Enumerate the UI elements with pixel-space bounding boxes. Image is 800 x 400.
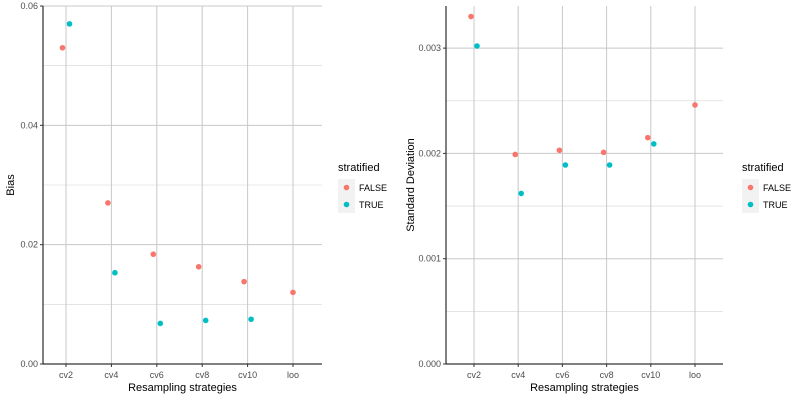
legend-label-true: TRUE — [359, 200, 384, 210]
point-true-cv10 — [248, 316, 254, 323]
x-tick-label: loo — [689, 370, 701, 380]
point-true-cv6 — [157, 320, 164, 327]
point-false-cv6 — [556, 147, 563, 154]
point-true-cv8 — [202, 317, 209, 324]
x-tick-label: cv8 — [600, 370, 614, 380]
legend-label-false: FALSE — [763, 183, 791, 193]
legend-key-true — [747, 201, 754, 208]
point-false-cv2 — [468, 13, 474, 20]
point-false-cv10 — [241, 278, 247, 285]
x-tick-label: cv4 — [511, 370, 525, 380]
x-tick-label: cv4 — [104, 370, 118, 380]
point-true-cv4 — [112, 269, 118, 276]
y-axis-title: Standard Deviation — [405, 138, 417, 232]
point-true-cv2 — [474, 43, 480, 49]
point-false-loo — [692, 102, 698, 108]
point-true-cv2 — [66, 21, 73, 27]
point-false-loo — [290, 289, 296, 296]
y-axis-title: Bias — [5, 174, 17, 196]
x-tick-label: cv10 — [641, 370, 660, 380]
point-false-cv8 — [195, 263, 202, 270]
point-false-cv2 — [59, 44, 66, 51]
y-tick-label: 0.001 — [418, 254, 441, 264]
y-tick-label: 0.002 — [418, 148, 441, 158]
panel-2: 0.000 0.001 0.002 0.003 cv2 cv4 cv6 cv8 cv10 loo R… — [405, 6, 791, 394]
x-tick-label: cv6 — [150, 370, 164, 380]
x-tick-label: cv2 — [59, 370, 73, 380]
x-tick-label: cv10 — [238, 370, 257, 380]
legend-key-false — [343, 184, 350, 191]
point-true-cv4 — [518, 190, 524, 197]
y-tick-label: 0.00 — [20, 359, 38, 369]
point-false-cv4 — [105, 200, 111, 206]
x-tick-label: cv6 — [555, 370, 569, 380]
y-tick-label: 0.04 — [20, 120, 38, 130]
point-false-cv8 — [600, 149, 607, 156]
point-false-cv10 — [645, 134, 651, 141]
point-true-cv6 — [562, 162, 569, 168]
legend-title: stratified — [742, 162, 784, 174]
legend-label-true: TRUE — [763, 200, 788, 210]
y-tick-label: 0.003 — [418, 43, 441, 53]
point-true-cv10 — [651, 141, 657, 147]
x-tick-label: loo — [287, 370, 299, 380]
point-false-cv4 — [512, 151, 518, 158]
y-tick-label: 0.02 — [20, 240, 38, 250]
y-tick-label: 0.06 — [20, 1, 38, 11]
point-true-cv8 — [606, 162, 613, 168]
x-tick-label: cv2 — [467, 370, 481, 380]
legend-key-true — [343, 201, 350, 208]
legend-key-false — [747, 184, 754, 191]
x-axis-title: Resampling strategies — [530, 382, 639, 394]
legend-title: stratified — [338, 162, 380, 174]
panel-1: 0.00 0.02 0.04 0.06 cv2 cv4 cv6 cv8 cv10 loo Resam… — [5, 1, 387, 394]
legend-label-false: FALSE — [359, 183, 387, 193]
x-tick-label: cv8 — [195, 370, 209, 380]
point-false-cv6 — [150, 251, 157, 258]
y-tick-label: 0.000 — [418, 359, 441, 369]
x-axis-title: Resampling strategies — [128, 382, 237, 394]
